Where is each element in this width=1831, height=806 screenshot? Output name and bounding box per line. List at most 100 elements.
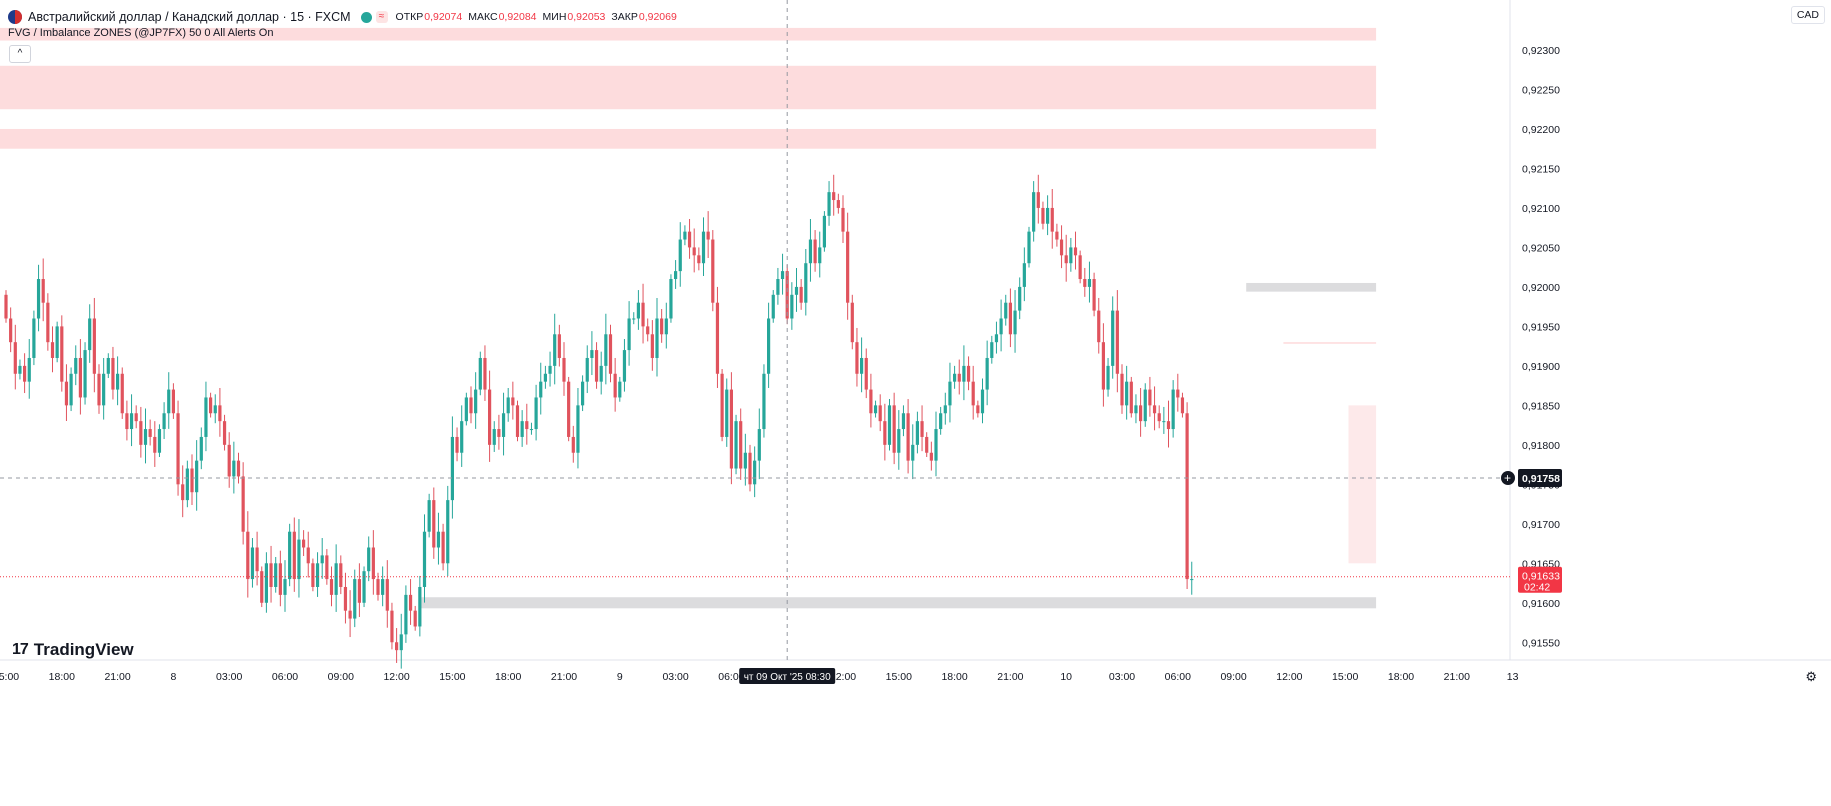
time-axis-tick: 03:00 [662,671,688,683]
candle-body [246,531,250,580]
candle-body [1162,421,1166,423]
candle-body [1176,389,1180,398]
candle-body [106,357,110,374]
candle-body [501,413,506,437]
low-label: МИН [542,11,567,23]
candle-body [1055,231,1059,240]
candle-body [999,318,1003,335]
open-value: 0,92074 [424,11,463,23]
candle-body [780,271,785,280]
symbol-title[interactable]: Австралийский доллар / Канадский доллар … [28,10,351,24]
candle-body [762,373,766,430]
candle-body [646,326,650,335]
candle-body [901,413,906,430]
candle-body [376,579,380,595]
candle-body [934,429,938,461]
candle-body [1046,207,1050,224]
candle-body [404,594,408,635]
time-axis-tick: 12:00 [830,671,856,683]
candle-body [18,365,22,374]
time-axis-tick: 15:00 [886,671,912,683]
candle-body [334,563,338,595]
candle-body [683,231,687,240]
candle-body [50,342,55,358]
candle-body [1125,381,1129,406]
candle-body [190,468,194,493]
candle-body [743,452,747,469]
candle-body [157,429,162,453]
candle-body [204,397,208,437]
candle-body [9,318,13,343]
candle-body [1120,373,1124,406]
candle-body [701,231,706,264]
gear-icon[interactable]: ⚙ [1805,669,1817,684]
candle-body [209,397,213,414]
candle-body [1022,263,1026,287]
candle-body [1008,302,1012,335]
tradingview-logo[interactable]: 17 TradingView [12,640,134,660]
candle-body [148,429,152,437]
candle-body [348,610,352,619]
collapse-legend-button[interactable]: ^ [9,45,31,63]
candle-body [897,429,901,453]
candle-body [395,642,399,651]
candle-body [41,279,45,303]
candle-body [571,436,575,453]
candle-body [729,389,733,469]
fvg-zone [1348,405,1377,564]
candle-body [408,594,413,611]
candle-body [474,389,478,414]
candle-body [990,342,994,358]
candle-body [939,413,943,430]
candle-body [641,302,645,327]
candle-body [129,413,134,430]
candle-body [1166,421,1171,430]
fvg-zone [1246,282,1377,292]
candle-body [4,294,8,319]
candle-body [1064,255,1068,264]
currency-selector[interactable]: CAD [1790,6,1825,24]
candle-body [46,302,50,343]
candle-body [687,231,692,248]
candle-body [985,357,989,390]
candle-body [497,429,501,437]
close-label: ЗАКР [611,11,638,23]
candle-body [92,318,96,374]
candle-body [162,413,166,430]
time-axis-tick: 03:00 [216,671,242,683]
candle-body [102,373,106,406]
candle-body [604,334,608,366]
fvg-zone [0,27,1377,41]
price-axis-tick: 0,92000 [1522,282,1560,294]
candle-body [1092,279,1096,311]
candle-body [185,468,189,501]
candle-body [1101,342,1105,390]
indicator-legend[interactable]: FVG / Imbalance ZONES (@JP7FX) 50 0 All … [8,27,274,39]
time-axis-tick: 15:00 [1332,671,1358,683]
candle-body [804,263,808,303]
candle-body [418,586,422,627]
price-axis-tick: 0,91900 [1522,361,1560,373]
candle-body [771,294,775,319]
candle-body [116,373,120,390]
candle-body [953,373,957,382]
candle-body [455,436,459,453]
candle-body [469,397,473,414]
candle-body [753,460,757,485]
candle-body [1059,239,1064,256]
time-axis-tick: 09:00 [328,671,354,683]
candle-body [794,286,799,295]
candle-body [278,563,282,595]
candle-body [1013,310,1017,335]
tradingview-wordmark: TradingView [33,640,134,659]
data-delay-badge[interactable]: ≈ [375,11,388,23]
candle-body [329,579,334,595]
candle-body [460,421,464,453]
candle-body [529,429,534,431]
candle-body [776,279,780,295]
candle-body [381,579,385,595]
candle-body [55,326,59,358]
candle-body [520,421,524,437]
candle-body [60,326,64,382]
